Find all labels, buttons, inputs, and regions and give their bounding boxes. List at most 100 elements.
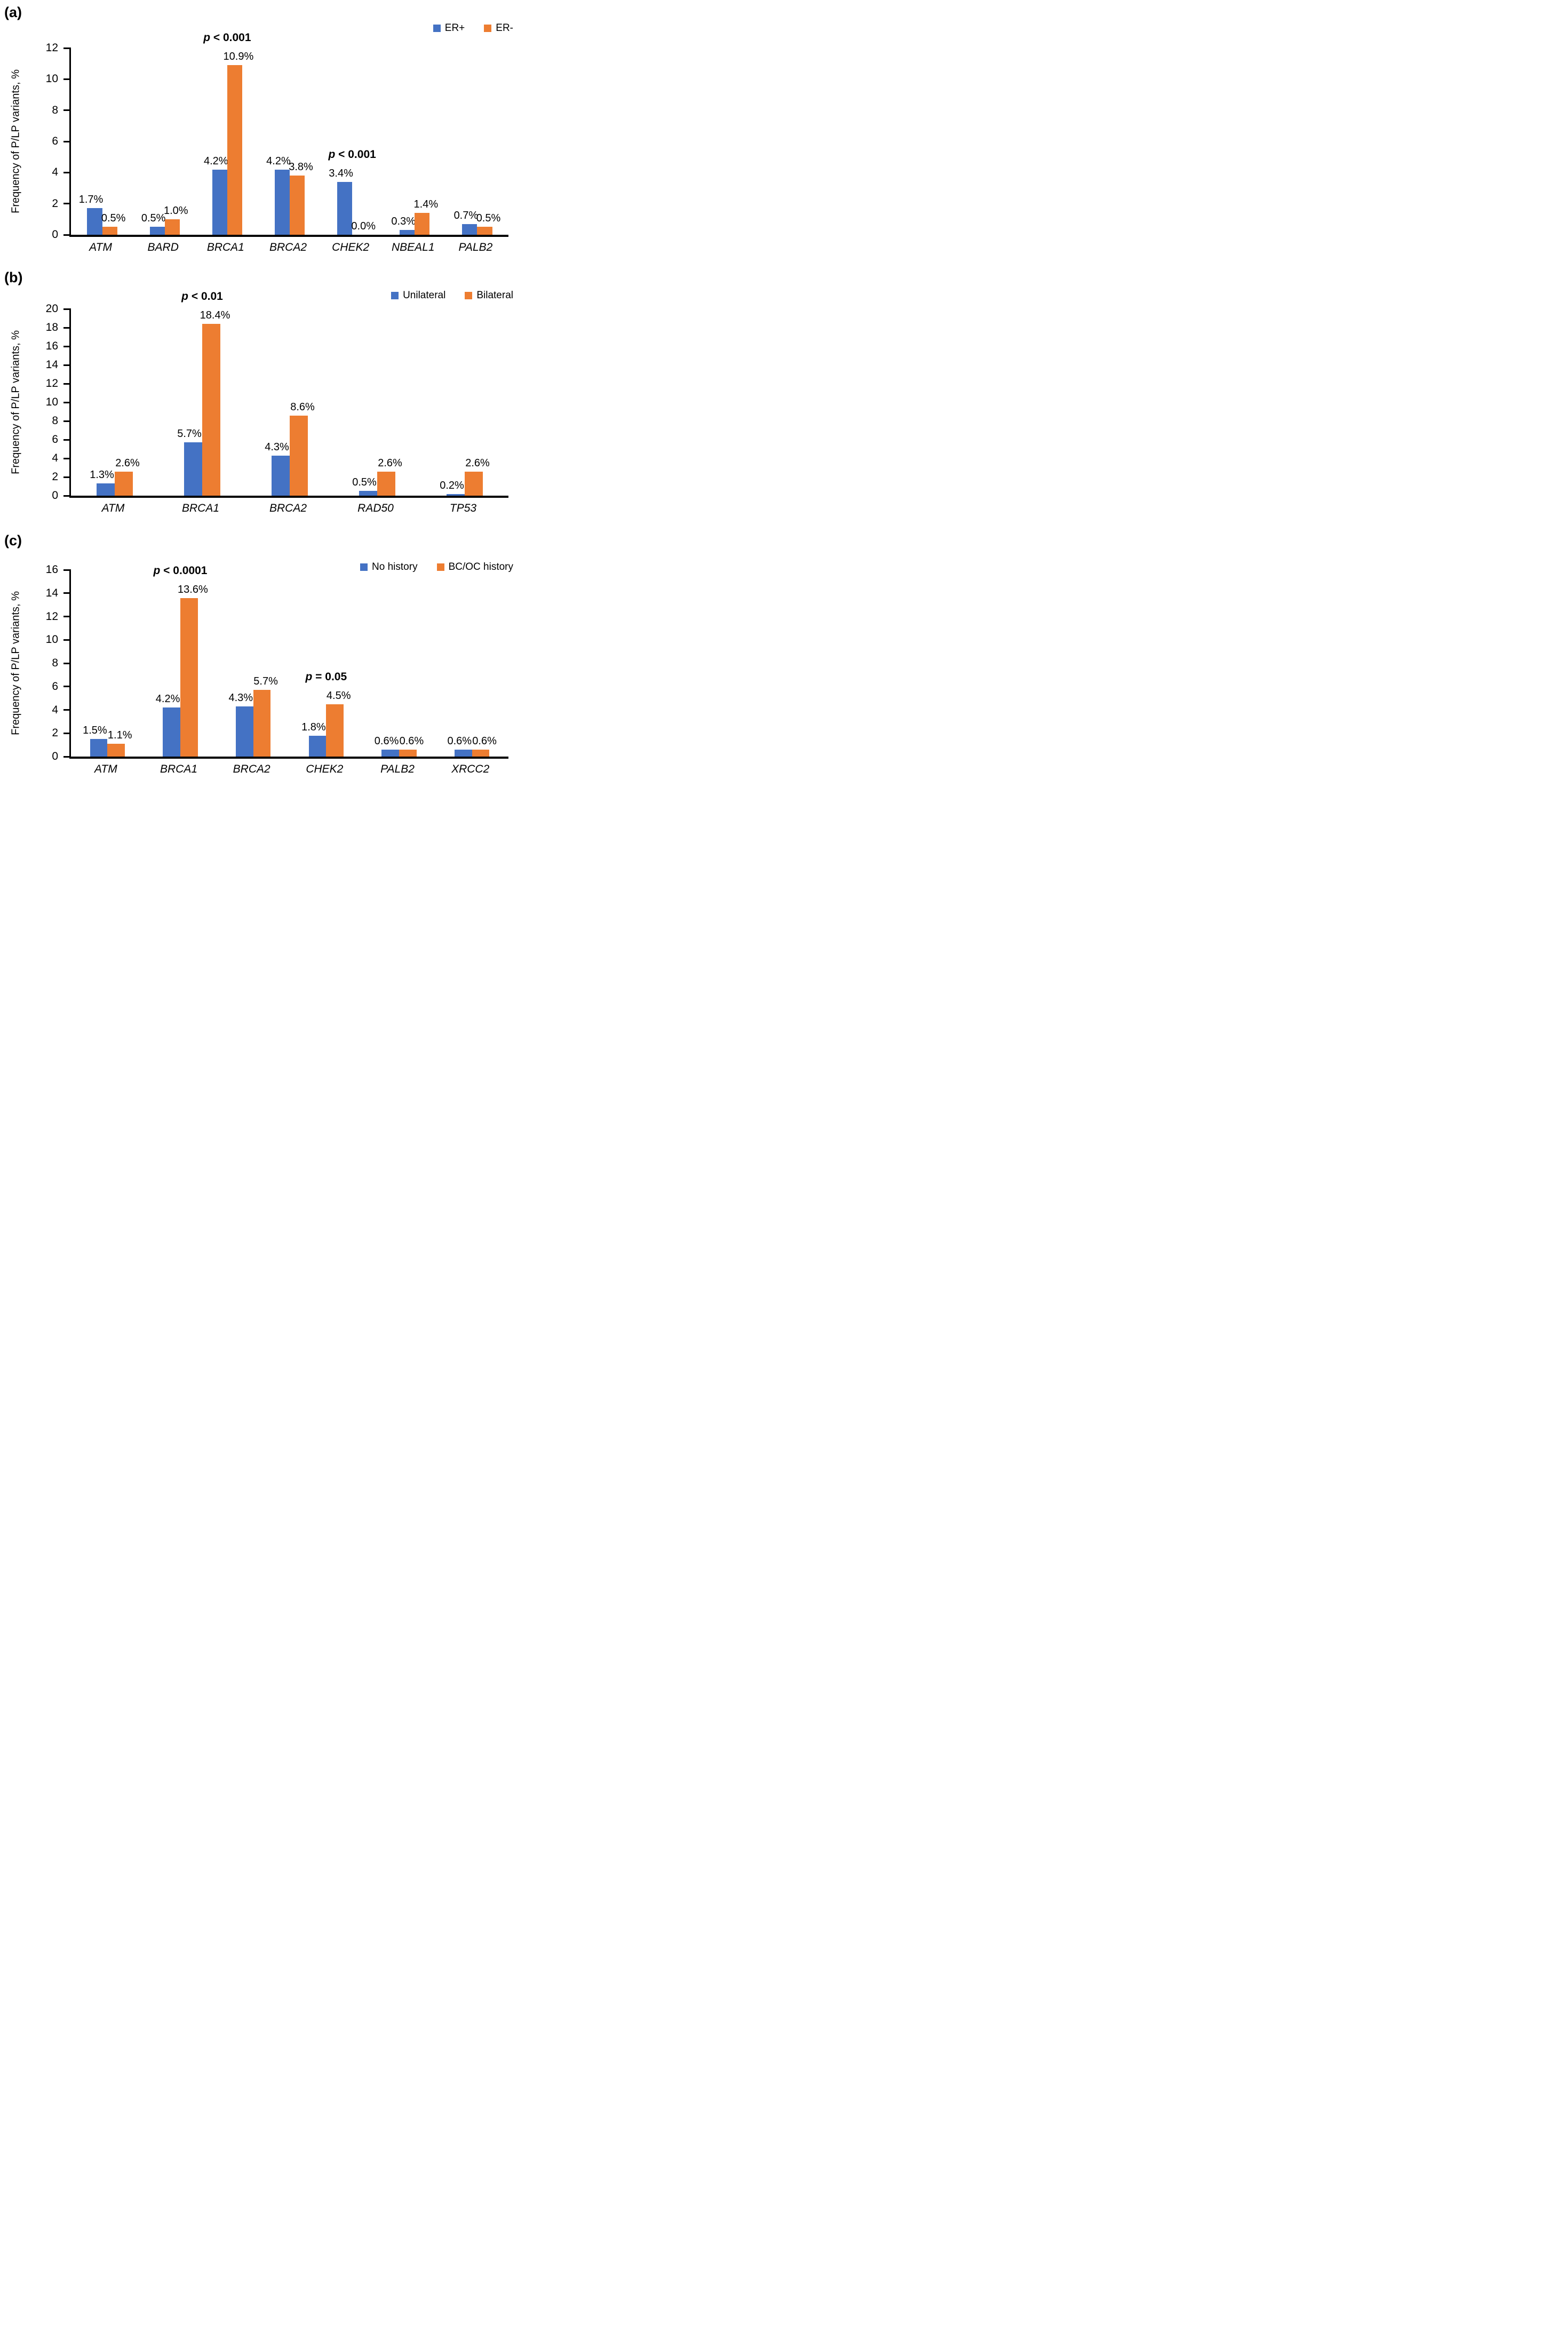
chart-panel-c: (c) No history BC/OC history Frequency o… — [0, 522, 523, 783]
bar-Unilateral — [272, 455, 290, 496]
bar-ER- — [164, 219, 180, 235]
bar-Unilateral — [97, 483, 115, 496]
y-tick-mark — [63, 662, 71, 664]
y-tick-mark — [63, 327, 71, 329]
y-tick-label: 4 — [52, 166, 58, 179]
bar-ER- — [415, 213, 430, 235]
bar-value-label: 0.5% — [141, 212, 166, 225]
x-category-label: BARD — [147, 241, 179, 253]
bar-ER+ — [337, 181, 353, 235]
bar-value-label: 0.6% — [447, 735, 472, 747]
bar-ER+ — [87, 208, 102, 235]
y-axis-label: Frequency of P/LP variants, % — [10, 330, 22, 474]
y-tick-mark — [63, 439, 71, 441]
bar-No history — [235, 706, 253, 757]
y-axis-tick-labels: 0 2 4 6 8 10 12 14 16 — [29, 563, 61, 762]
y-tick-label: 12 — [45, 42, 58, 54]
legend-b: Unilateral Bilateral — [391, 290, 513, 301]
bar-value-label: 0.6% — [374, 735, 399, 747]
bar-value-label: 3.8% — [289, 161, 313, 173]
bar-Bilateral — [115, 471, 133, 496]
y-tick-mark — [63, 345, 71, 347]
y-tick-mark — [63, 47, 71, 49]
bar-value-label: 4.2% — [204, 155, 228, 167]
y-tick-label: 12 — [45, 377, 58, 389]
legend-item: Unilateral — [391, 290, 445, 301]
y-tick-mark — [63, 364, 71, 366]
x-axis-labels: ATM BARD BRCA1 BRCA2 CHEK2 NBEAL1 PALB2 — [69, 241, 507, 257]
p-value-annotation: p = 0.05 — [305, 670, 347, 683]
y-tick-label: 10 — [45, 396, 58, 408]
figure-frequency-of-plp-variants: (a) ER+ ER- Frequency of P/LP variants, … — [0, 0, 523, 783]
y-tick-mark — [63, 78, 71, 80]
bar-BC/OC history — [472, 749, 490, 757]
y-tick-mark — [63, 140, 71, 142]
bar-ER+ — [462, 224, 477, 235]
x-category-label: BRCA2 — [233, 763, 270, 775]
x-category-label: BRCA1 — [160, 763, 198, 775]
legend-a: ER+ ER- — [433, 22, 513, 34]
bar-value-label: 5.7% — [177, 428, 202, 440]
y-tick-mark — [63, 171, 71, 173]
y-tick-mark — [63, 756, 71, 758]
y-tick-mark — [63, 308, 71, 310]
y-tick-label: 18 — [45, 321, 58, 333]
bar-value-label: 8.6% — [290, 401, 315, 413]
y-tick-mark — [63, 401, 71, 403]
p-value-annotation: p < 0.0001 — [153, 564, 208, 577]
bar-No history — [454, 749, 472, 757]
legend-label: Unilateral — [403, 290, 446, 301]
x-category-label: PALB2 — [458, 241, 493, 253]
bar-value-label: 4.3% — [228, 691, 253, 704]
bar-value-label: 0.2% — [440, 479, 464, 491]
bar-ER+ — [149, 227, 165, 235]
y-tick-label: 0 — [52, 489, 58, 502]
bar-value-label: 13.6% — [178, 583, 208, 595]
x-category-label: RAD50 — [357, 502, 394, 514]
plot-area: 1.7% 0.5% 0.5% 1.0% 4.2% 10.9% 4.2% 3.8% 3.4% 0.0… — [63, 31, 508, 237]
x-axis-labels: ATM BRCA1 BRCA2 RAD50 TP53 — [69, 502, 507, 518]
legend-swatch-blue — [360, 563, 368, 571]
bar-value-label: 2.6% — [465, 457, 490, 469]
y-tick-mark — [63, 234, 71, 236]
bar-ER- — [227, 65, 242, 235]
bar-Unilateral — [184, 442, 202, 496]
y-tick-mark — [63, 639, 71, 641]
y-tick-label: 6 — [52, 135, 58, 147]
bar-No history — [381, 749, 399, 757]
bar-BC/OC history — [107, 743, 125, 757]
bar-value-label: 1.5% — [83, 725, 107, 737]
bar-value-label: 0.6% — [472, 735, 497, 747]
y-tick-mark — [63, 476, 71, 478]
y-tick-mark — [63, 569, 71, 571]
bar-value-label: 10.9% — [223, 51, 254, 63]
y-tick-mark — [63, 109, 71, 112]
bar-ER- — [290, 176, 305, 235]
y-tick-mark — [63, 616, 71, 617]
bar-value-label: 4.5% — [326, 689, 351, 702]
bar-value-label: 0.0% — [351, 220, 376, 232]
y-tick-label: 14 — [45, 586, 58, 599]
y-tick-label: 8 — [52, 415, 58, 427]
x-axis-labels: ATM BRCA1 BRCA2 CHEK2 PALB2 XRCC2 — [69, 763, 507, 779]
x-category-label: TP53 — [449, 502, 477, 514]
panel-label-c: (c) — [4, 532, 22, 548]
legend-swatch-blue — [433, 25, 441, 32]
y-tick-label: 4 — [52, 703, 58, 716]
bar-Bilateral — [465, 471, 483, 496]
plot-area: 1.5% 1.1% 4.2% 13.6% 4.3% 5.7% 1.8% 4.5% 0.6% 0.6… — [63, 564, 508, 759]
bar-ER+ — [274, 169, 290, 235]
bar-value-label: 1.7% — [78, 194, 104, 206]
p-value-annotation: p < 0.01 — [181, 290, 223, 303]
y-tick-label: 16 — [45, 563, 58, 576]
y-tick-label: 2 — [52, 727, 58, 739]
y-tick-mark — [63, 383, 71, 385]
x-category-label: CHEK2 — [332, 241, 370, 253]
bar-value-label: 0.5% — [101, 212, 126, 225]
y-tick-label: 14 — [45, 359, 58, 371]
bar-value-label: 1.4% — [413, 198, 439, 211]
legend-label: BC/OC history — [448, 561, 513, 572]
x-category-label: BRCA1 — [206, 241, 244, 253]
bar-Bilateral — [377, 471, 395, 496]
bar-value-label: 2.6% — [378, 457, 402, 469]
